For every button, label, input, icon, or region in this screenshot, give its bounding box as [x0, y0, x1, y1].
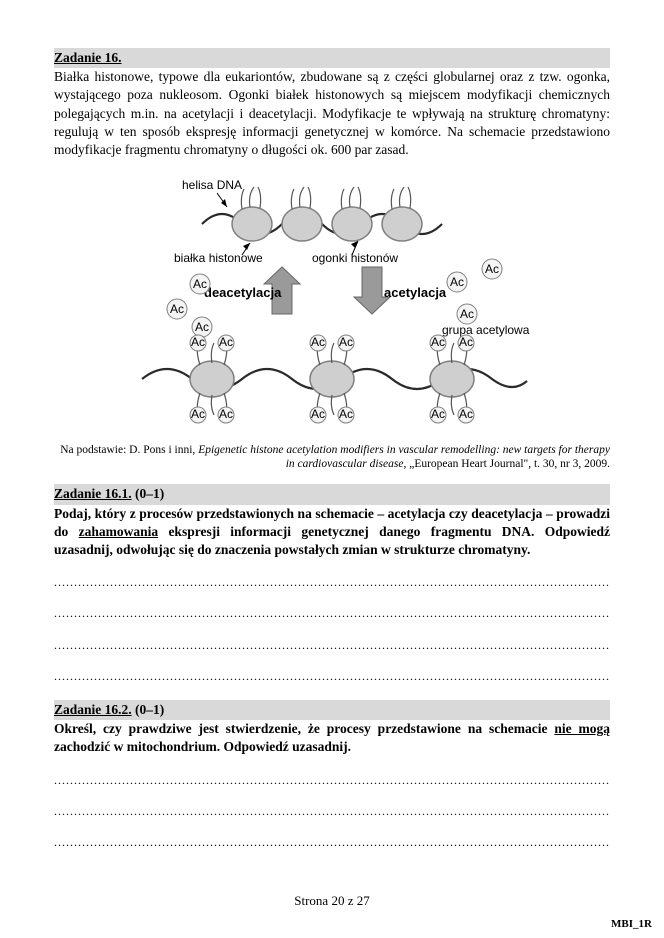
citation-suffix: , „European Heart Journal", t. 30, nr 3,… — [403, 458, 610, 470]
answer-line[interactable]: ........................................… — [54, 668, 610, 684]
svg-text:Ac: Ac — [339, 407, 353, 421]
histone-top-4 — [382, 187, 422, 241]
svg-text:Ac: Ac — [193, 277, 207, 291]
svg-text:Ac: Ac — [460, 307, 474, 321]
doc-id: MBI_1R — [611, 917, 652, 932]
svg-text:Ac: Ac — [485, 262, 499, 276]
task-16-1-header: Zadanie 16.1. (0–1) — [54, 484, 610, 504]
svg-text:Ac: Ac — [191, 335, 205, 349]
histone-top-3 — [332, 187, 372, 241]
svg-text:Ac: Ac — [170, 302, 184, 316]
svg-text:Ac: Ac — [450, 275, 464, 289]
answer-line[interactable]: ........................................… — [54, 605, 610, 621]
svg-text:Ac: Ac — [311, 407, 325, 421]
answer-line[interactable]: ........................................… — [54, 772, 610, 788]
answer-line[interactable]: ........................................… — [54, 803, 610, 819]
page-footer: Strona 20 z 27 — [0, 892, 664, 910]
label-deac: deacetylacja — [204, 285, 282, 300]
label-acet: acetylacja — [384, 285, 447, 300]
citation-prefix: Na podstawie: D. Pons i inni, — [60, 444, 198, 456]
histone-bot-1: Ac Ac Ac Ac — [190, 335, 234, 423]
answer-line[interactable]: ........................................… — [54, 834, 610, 850]
label-ogonki: ogonki histonów — [312, 251, 398, 265]
svg-text:Ac: Ac — [431, 335, 445, 349]
citation: Na podstawie: D. Pons i inni, Epigenetic… — [54, 443, 610, 473]
task-16-body: Białka histonowe, typowe dla eukariontów… — [54, 68, 610, 159]
svg-text:Ac: Ac — [339, 335, 353, 349]
answer-line[interactable]: ........................................… — [54, 637, 610, 653]
histone-bot-3: Ac Ac Ac Ac — [430, 335, 474, 423]
histone-bot-2: Ac Ac Ac Ac — [310, 335, 354, 423]
task-16-1-question: Podaj, który z procesów przedstawionych … — [54, 505, 610, 560]
label-grupa: grupa acetylowa — [442, 323, 530, 337]
svg-text:Ac: Ac — [195, 320, 209, 334]
svg-text:Ac: Ac — [219, 335, 233, 349]
label-bialka: białka histonowe — [174, 251, 263, 265]
svg-text:Ac: Ac — [191, 407, 205, 421]
answer-line[interactable]: ........................................… — [54, 574, 610, 590]
task-16-header: Zadanie 16. — [54, 48, 610, 68]
label-helisa: helisa DNA — [182, 178, 242, 192]
svg-text:Ac: Ac — [459, 335, 473, 349]
svg-text:Ac: Ac — [459, 407, 473, 421]
svg-text:Ac: Ac — [219, 407, 233, 421]
histone-top-1 — [232, 187, 272, 241]
svg-text:Ac: Ac — [311, 335, 325, 349]
task-16-2-header: Zadanie 16.2. (0–1) — [54, 700, 610, 720]
task-16-2-lines[interactable]: ........................................… — [54, 772, 610, 851]
histone-top-2 — [282, 187, 322, 241]
task-16-1-lines[interactable]: ........................................… — [54, 574, 610, 684]
chromatin-diagram: helisa DNA białka histonowe ogonki histo… — [54, 169, 610, 434]
svg-text:Ac: Ac — [431, 407, 445, 421]
task-16-2-question: Określ, czy prawdziwe jest stwierdzenie,… — [54, 720, 610, 756]
